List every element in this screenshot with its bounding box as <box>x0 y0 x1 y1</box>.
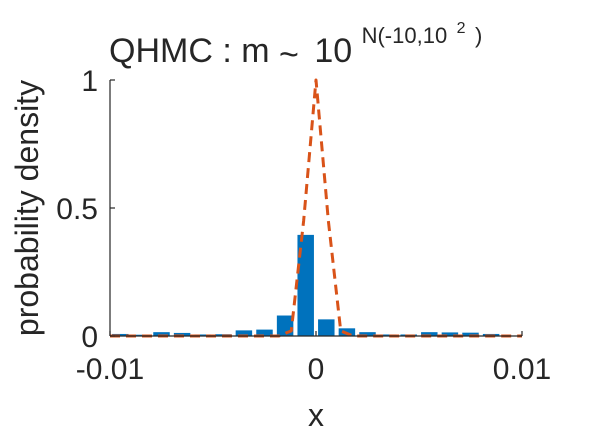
histogram-bar <box>153 332 170 336</box>
histogram-bar <box>421 332 438 336</box>
x-axis-label: x <box>308 397 324 433</box>
svg-text:QHMC : m ~ 10: QHMC : m ~ 10 N(-10,10 2 ) <box>109 3 482 74</box>
histogram-bar <box>276 315 294 336</box>
title-superscript: N(-10,10 <box>362 23 448 48</box>
histogram-bar <box>173 332 191 336</box>
x-tick-label: -0.01 <box>76 353 144 386</box>
title-prefix: QHMC : m <box>109 32 270 70</box>
title-tilde: ~ <box>279 36 299 74</box>
y-tick-label: 0 <box>81 321 98 354</box>
axes: 00.51-0.01 0 0.01 <box>56 65 551 386</box>
title-superscript-power: 2 <box>457 20 466 37</box>
histogram-bar <box>132 334 150 336</box>
histogram-bar <box>256 329 273 336</box>
histogram-bar <box>441 332 459 336</box>
x-tick-label: 0 <box>308 353 325 386</box>
histogram-bar <box>112 333 129 336</box>
chart-title: QHMC : m ~ 10 N(-10,10 2 ) <box>109 3 482 74</box>
y-axis-label: probability density <box>9 80 45 336</box>
x-tick-label: 0.01 <box>493 353 551 386</box>
histogram-bar <box>235 330 253 336</box>
density-curve <box>110 78 522 338</box>
histogram-bar <box>359 332 376 336</box>
histogram-bars <box>112 234 520 336</box>
histogram-bar <box>379 334 397 336</box>
histogram-bar <box>297 234 314 336</box>
y-tick-label: 1 <box>81 65 98 98</box>
title-base: 10 <box>314 32 352 70</box>
density-curve-group <box>110 78 522 338</box>
title-superscript-close: ) <box>475 23 482 48</box>
histogram-bar <box>318 319 335 336</box>
y-tick-label: 0.5 <box>56 193 98 226</box>
histogram-bar <box>194 334 211 336</box>
histogram-bar <box>462 332 479 336</box>
